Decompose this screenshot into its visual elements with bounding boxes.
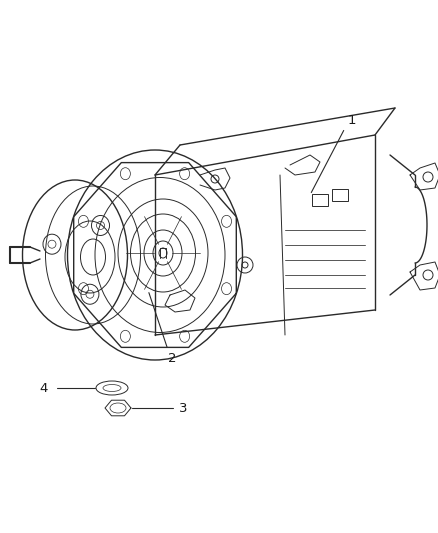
Text: 3: 3: [179, 401, 187, 415]
Text: 1: 1: [348, 115, 356, 127]
Text: 2: 2: [168, 351, 176, 365]
Text: 4: 4: [40, 382, 48, 394]
